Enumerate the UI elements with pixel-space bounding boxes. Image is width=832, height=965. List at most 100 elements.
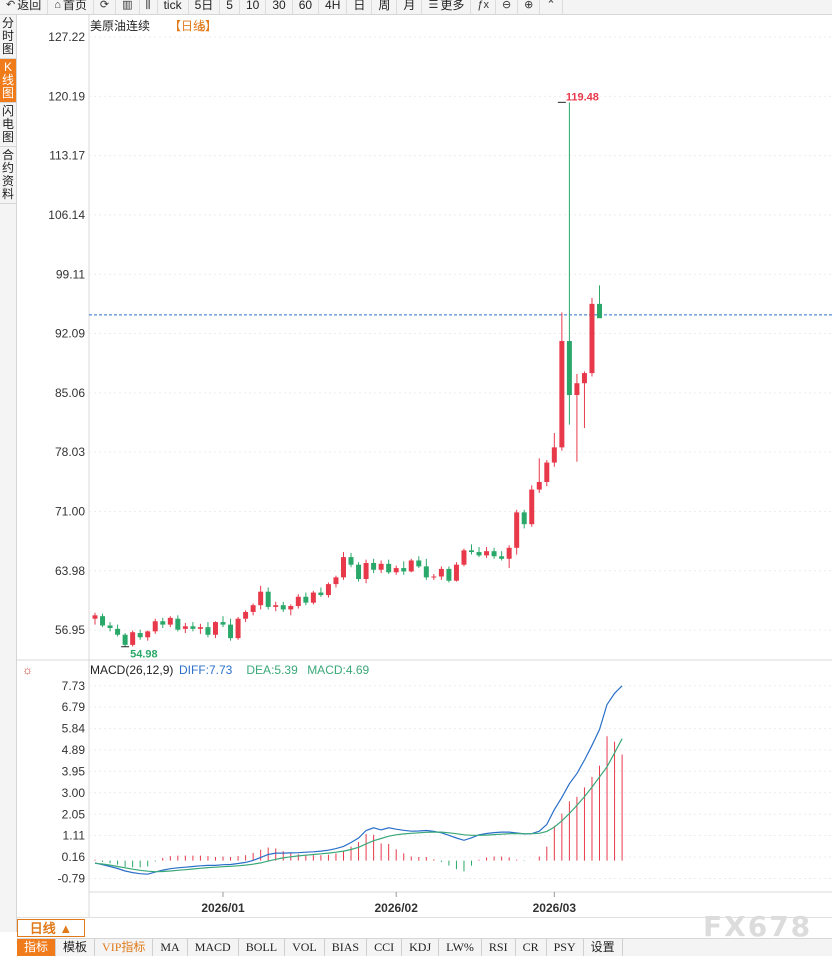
macd-tick-label: 3.95	[62, 764, 86, 778]
macd-tick-label: 4.89	[62, 743, 86, 757]
candle-body	[581, 373, 587, 384]
toolbar-label: tick	[163, 0, 182, 12]
macd-tick-label: 5.84	[62, 722, 86, 736]
candle-body	[280, 605, 286, 610]
candle-body	[175, 618, 181, 630]
indicator-tab-11[interactable]: RSI	[482, 939, 516, 956]
toolbar-button-15[interactable]: ☰ 更多	[422, 0, 472, 14]
indicator-tab-8[interactable]: CCI	[367, 939, 403, 956]
candle-body	[408, 560, 414, 572]
period-label: 【日线】	[169, 19, 217, 33]
price-tick-label: 120.19	[48, 89, 85, 103]
candle-body	[220, 622, 226, 625]
toolbar-button-2[interactable]: ⟳	[94, 0, 117, 14]
candle-body	[167, 617, 173, 625]
toolbar-button-16[interactable]: ƒx	[471, 0, 496, 14]
indicator-tab-3[interactable]: MA	[153, 939, 188, 956]
toolbar-button-9[interactable]: 30	[266, 0, 293, 14]
candle-body	[574, 383, 580, 396]
macd-legend-diff: DIFF:7.73	[179, 663, 233, 677]
candle-body	[423, 566, 429, 578]
indicator-tab-13[interactable]: PSY	[547, 939, 584, 956]
toolbar-label: 首页	[62, 0, 87, 12]
toolbar-label: 更多	[440, 0, 465, 12]
candle-body	[371, 563, 377, 570]
toolbar-button-18[interactable]: ⊕	[518, 0, 541, 14]
toolbar-button-19[interactable]: ⌃	[540, 0, 563, 14]
candle-body	[566, 341, 572, 396]
toolbar-button-1[interactable]: ⌂ 首页	[48, 0, 94, 14]
indicator-tab-10[interactable]: LW%	[439, 939, 482, 956]
side-tab-3[interactable]: 合约资料	[0, 147, 16, 204]
indicator-tab-2[interactable]: VIP指标	[95, 939, 154, 956]
candle-body	[499, 556, 505, 559]
toolbar-label: 周	[378, 0, 391, 12]
candle-body	[115, 628, 121, 635]
formula-icon: ƒx	[477, 0, 489, 11]
menu-icon: ☰	[428, 0, 439, 11]
toolbar-label: 月	[403, 0, 416, 12]
candle-body	[469, 550, 474, 553]
side-tab-2[interactable]: 闪电图	[0, 103, 16, 147]
period-dropdown-button[interactable]: 日线 ▲	[17, 919, 85, 937]
price-tick-label: 99.11	[56, 267, 85, 281]
macd-settings-icon: ☼	[22, 663, 33, 677]
toolbar-button-5[interactable]: tick	[158, 0, 189, 14]
toolbar-button-12[interactable]: 日	[347, 0, 373, 14]
price-tick-label: 56.95	[55, 623, 85, 637]
candle-body	[401, 568, 407, 572]
indicator-tab-7[interactable]: BIAS	[325, 939, 368, 956]
macd-tick-label: 3.00	[62, 786, 86, 800]
settings-icon: ⊖	[197, 22, 206, 34]
toolbar-button-7[interactable]: 5	[220, 0, 240, 14]
candle-body	[431, 576, 437, 578]
candle-body	[318, 592, 324, 596]
price-tick-label: 63.98	[55, 564, 85, 578]
candle-body	[122, 634, 128, 645]
toolbar-button-10[interactable]: 60	[293, 0, 320, 14]
candle-body	[250, 605, 256, 612]
candle-body	[529, 489, 535, 525]
toolbar-button-3[interactable]: ▥	[116, 0, 140, 14]
home-icon: ⌂	[54, 0, 61, 11]
price-tick-label: 71.00	[55, 505, 85, 519]
candle-body	[416, 560, 422, 567]
arrow-up-icon: ⌃	[546, 0, 556, 11]
candle-body	[363, 563, 369, 580]
macd-tick-label: -0.79	[58, 871, 86, 885]
indicator-tab-5[interactable]: BOLL	[239, 939, 286, 956]
side-tab-0[interactable]: 分时图	[0, 15, 16, 59]
candle-body	[228, 624, 234, 639]
watermark: FX678	[703, 910, 813, 943]
candle-body	[152, 621, 158, 632]
indicator-tab-12[interactable]: CR	[516, 939, 547, 956]
toolbar-label: 5日	[194, 0, 214, 12]
macd-legend-dea: DEA:5.39	[246, 663, 298, 677]
indicator-tab-1[interactable]: 模板	[56, 939, 96, 956]
candle-body	[536, 481, 542, 490]
toolbar-button-0[interactable]: ↶ 返回	[0, 0, 49, 14]
toolbar-button-17[interactable]: ⊖	[496, 0, 519, 14]
date-tick-label: 2026/03	[533, 901, 577, 915]
candle-body	[544, 462, 550, 482]
toolbar-button-6[interactable]: 5日	[189, 0, 221, 14]
indicator-tab-6[interactable]: VOL	[285, 939, 325, 956]
indicator-tab-9[interactable]: KDJ	[402, 939, 440, 956]
toolbar-button-14[interactable]: 月	[397, 0, 423, 14]
toolbar-button-4[interactable]: ⫼	[140, 0, 158, 14]
toolbar-button-11[interactable]: 4H	[319, 0, 348, 14]
period-bar: 日线 ▲	[17, 917, 832, 938]
toolbar-button-13[interactable]: 周	[372, 0, 398, 14]
zoom-out-icon: ⊖	[501, 0, 512, 11]
toolbar-label: 60	[298, 0, 313, 12]
indicator-tab-0[interactable]: 指标	[17, 939, 57, 956]
price-tick-label: 78.03	[55, 445, 85, 459]
candle-body	[356, 564, 362, 580]
candle-body	[160, 621, 166, 625]
candle-body	[145, 631, 151, 638]
indicator-tab-14[interactable]: 设置	[584, 939, 623, 956]
toolbar-button-8[interactable]: 10	[240, 0, 267, 14]
macd-legend-macd: MACD:4.69	[307, 663, 369, 677]
indicator-tab-4[interactable]: MACD	[188, 939, 239, 956]
